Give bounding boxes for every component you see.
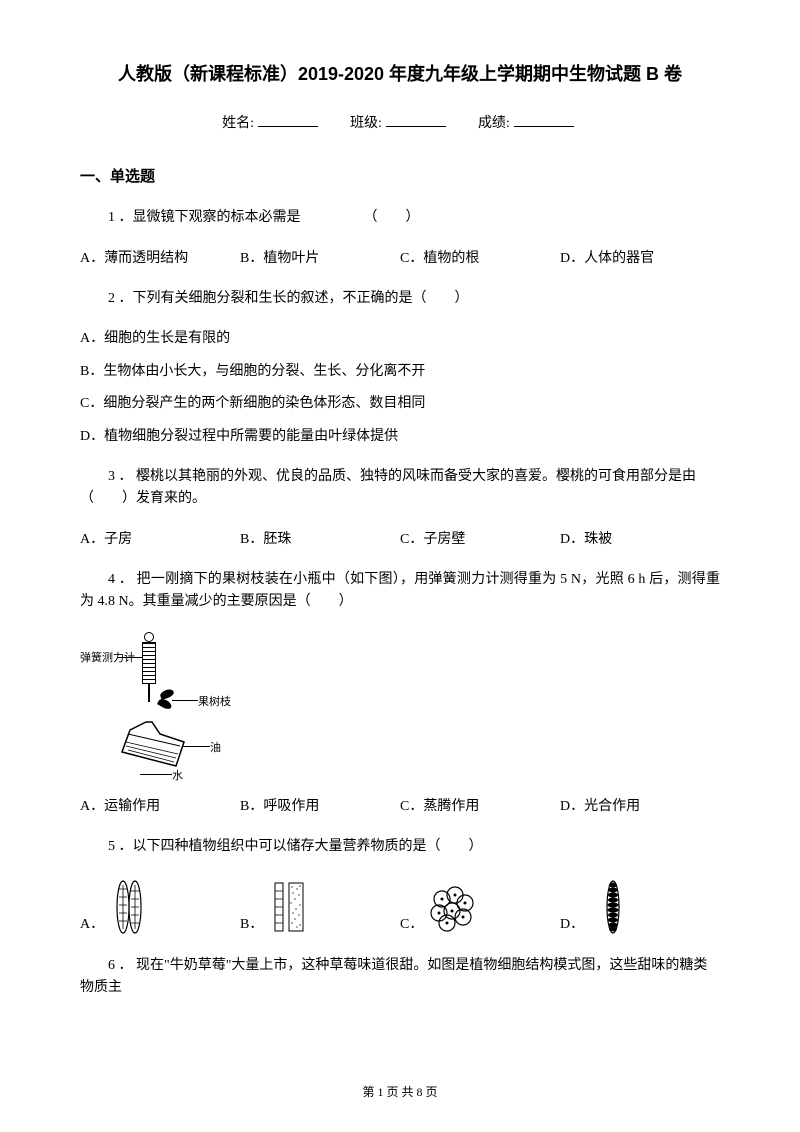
q5-opt-b[interactable]: B． bbox=[240, 877, 400, 937]
q4-opt-c[interactable]: C．蒸腾作用 bbox=[400, 796, 560, 818]
q4-opt-d[interactable]: D．光合作用 bbox=[560, 796, 720, 818]
label-water: 水 bbox=[172, 768, 183, 786]
label-branch: 果树枝 bbox=[198, 694, 231, 712]
leader-line bbox=[140, 774, 172, 775]
name-label: 姓名: bbox=[222, 116, 254, 131]
class-label: 班级: bbox=[350, 116, 382, 131]
opt-letter: B． bbox=[240, 914, 263, 936]
opt-letter: C． bbox=[400, 914, 423, 936]
q4-figure: 弹簧测力计 果树枝 油 水 bbox=[100, 632, 720, 782]
q3-opt-b[interactable]: B．胚珠 bbox=[240, 529, 400, 551]
q4-stem: 4 ． 把一刚摘下的果树枝装在小瓶中（如下图），用弹簧测力计测得重为 5 N，光… bbox=[80, 569, 720, 614]
spring-scale-icon bbox=[142, 632, 156, 702]
q4-opt-b[interactable]: B．呼吸作用 bbox=[240, 796, 400, 818]
tissue-protective-icon bbox=[267, 877, 317, 937]
q3-opt-c[interactable]: C．子房壁 bbox=[400, 529, 560, 551]
q3-options: A．子房 B．胚珠 C．子房壁 D．珠被 bbox=[80, 529, 720, 551]
label-oil: 油 bbox=[210, 740, 221, 758]
tissue-vascular-icon bbox=[108, 877, 158, 937]
q1-opt-c[interactable]: C．植物的根 bbox=[400, 248, 560, 270]
q5-opt-a[interactable]: A． bbox=[80, 877, 240, 937]
q3-stem: 3 ． 樱桃以其艳丽的外观、优良的品质、独特的风味而备受大家的喜爱。樱桃的可食用… bbox=[80, 466, 720, 511]
q1-opt-b[interactable]: B．植物叶片 bbox=[240, 248, 400, 270]
q1-opt-a[interactable]: A．薄而透明结构 bbox=[80, 248, 240, 270]
q2-opt-c[interactable]: C．细胞分裂产生的两个新细胞的染色体形态、数目相同 bbox=[80, 393, 720, 415]
q4-options: A．运输作用 B．呼吸作用 C．蒸腾作用 D．光合作用 bbox=[80, 796, 720, 818]
q6-stem: 6 ． 现在"牛奶草莓"大量上市，这种草莓味道很甜。如图是植物细胞结构模式图，这… bbox=[80, 955, 720, 1000]
label-spring-scale: 弹簧测力计 bbox=[80, 650, 135, 668]
q5-opt-d[interactable]: D． bbox=[560, 877, 720, 937]
q3-opt-d[interactable]: D．珠被 bbox=[560, 529, 720, 551]
q1-opt-d[interactable]: D．人体的器官 bbox=[560, 248, 720, 270]
student-info-line: 姓名: 班级: 成绩: bbox=[80, 113, 720, 135]
q5-options: A． B． C． bbox=[80, 877, 720, 937]
opt-letter: D． bbox=[560, 914, 584, 936]
bottle-icon bbox=[118, 720, 190, 770]
leaf-icon bbox=[157, 697, 173, 711]
leader-line bbox=[182, 746, 210, 747]
q1-options: A．薄而透明结构 B．植物叶片 C．植物的根 D．人体的器官 bbox=[80, 248, 720, 270]
name-blank[interactable] bbox=[258, 126, 318, 127]
leader-line bbox=[118, 657, 142, 658]
q5-stem: 5 ．以下四种植物组织中可以储存大量营养物质的是（ ） bbox=[80, 836, 720, 858]
q4-opt-a[interactable]: A．运输作用 bbox=[80, 796, 240, 818]
score-blank[interactable] bbox=[514, 126, 574, 127]
tissue-storage-icon bbox=[427, 877, 477, 937]
section-1-header: 一、单选题 bbox=[80, 165, 720, 189]
tissue-meristem-icon bbox=[588, 877, 638, 937]
opt-letter: A． bbox=[80, 914, 104, 936]
score-label: 成绩: bbox=[478, 116, 510, 131]
page-footer: 第 1 页 共 8 页 bbox=[0, 1083, 800, 1102]
exam-title: 人教版（新课程标准）2019-2020 年度九年级上学期期中生物试题 B 卷 bbox=[80, 60, 720, 89]
q3-opt-a[interactable]: A．子房 bbox=[80, 529, 240, 551]
q2-stem: 2 ．下列有关细胞分裂和生长的叙述，不正确的是（ ） bbox=[80, 288, 720, 310]
q2-opt-b[interactable]: B．生物体由小长大，与细胞的分裂、生长、分化离不开 bbox=[80, 361, 720, 383]
q2-opt-d[interactable]: D．植物细胞分裂过程中所需要的能量由叶绿体提供 bbox=[80, 426, 720, 448]
q5-opt-c[interactable]: C． bbox=[400, 877, 560, 937]
leader-line bbox=[172, 700, 198, 701]
q1-stem: 1 ．显微镜下观察的标本必需是 （ ） bbox=[80, 207, 720, 229]
q2-opt-a[interactable]: A．细胞的生长是有限的 bbox=[80, 328, 720, 350]
class-blank[interactable] bbox=[386, 126, 446, 127]
